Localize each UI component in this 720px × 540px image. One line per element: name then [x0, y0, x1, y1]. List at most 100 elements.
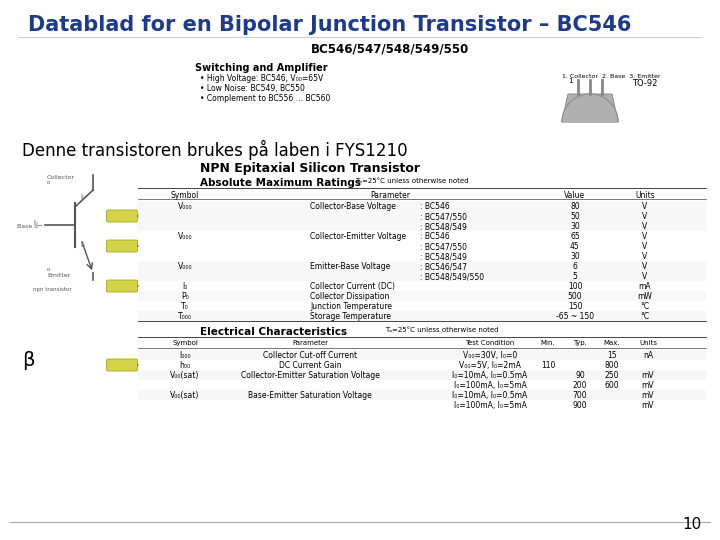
Text: Test Condition: Test Condition — [465, 340, 515, 346]
Bar — [138, 261, 706, 281]
Bar — [138, 281, 706, 291]
Text: Collector: Collector — [47, 175, 75, 180]
Bar — [138, 380, 706, 390]
Text: Symbol: Symbol — [172, 340, 198, 346]
Text: Parameter: Parameter — [370, 191, 410, 200]
Text: • Low Noise: BC549, BC550: • Low Noise: BC549, BC550 — [200, 84, 305, 93]
Text: V: V — [642, 262, 647, 271]
Text: Collector Cut-off Current: Collector Cut-off Current — [263, 351, 357, 360]
Text: nA: nA — [643, 351, 653, 360]
Text: I₀=100mA, I₀=5mA: I₀=100mA, I₀=5mA — [454, 381, 526, 390]
Text: V₀₀₀: V₀₀₀ — [178, 262, 192, 271]
Text: Collector-Emitter Voltage: Collector-Emitter Voltage — [310, 232, 406, 241]
Text: I₀: I₀ — [80, 194, 85, 200]
Text: 100: 100 — [568, 282, 582, 291]
Text: mV: mV — [642, 381, 654, 390]
Text: 250: 250 — [605, 371, 619, 380]
FancyBboxPatch shape — [107, 359, 138, 371]
Text: I₀=100mA, I₀=5mA: I₀=100mA, I₀=5mA — [454, 401, 526, 410]
Text: I₀: I₀ — [33, 220, 37, 226]
FancyBboxPatch shape — [107, 210, 138, 222]
Text: 65: 65 — [570, 232, 580, 241]
Text: 500: 500 — [567, 292, 582, 301]
Text: V₀₀₀: V₀₀₀ — [178, 202, 192, 211]
Text: -65 ~ 150: -65 ~ 150 — [556, 312, 594, 321]
Text: Electrical Characteristics: Electrical Characteristics — [200, 327, 347, 337]
Text: NPN Epitaxial Silicon Transistor: NPN Epitaxial Silicon Transistor — [200, 162, 420, 175]
Text: 15: 15 — [607, 351, 617, 360]
Text: 30: 30 — [570, 252, 580, 261]
Text: mV: mV — [642, 401, 654, 410]
Text: 200: 200 — [572, 381, 588, 390]
Text: T₀: T₀ — [181, 302, 189, 311]
Text: Emitter: Emitter — [47, 273, 71, 278]
Text: T₀₀₀: T₀₀₀ — [178, 312, 192, 321]
Text: Max.: Max. — [603, 340, 621, 346]
Text: 90: 90 — [575, 371, 585, 380]
Text: 150: 150 — [568, 302, 582, 311]
Text: 50: 50 — [570, 212, 580, 221]
Text: V: V — [642, 252, 647, 261]
Text: I₀=10mA, I₀=0.5mA: I₀=10mA, I₀=0.5mA — [452, 371, 528, 380]
Text: Units: Units — [639, 340, 657, 346]
Text: β: β — [22, 352, 35, 370]
Text: : BC548/549/550: : BC548/549/550 — [420, 272, 484, 281]
Text: °C: °C — [640, 312, 649, 321]
Text: 6: 6 — [572, 262, 577, 271]
Text: I₀₀₀: I₀₀₀ — [179, 351, 191, 360]
Text: V₀₀₀: V₀₀₀ — [178, 232, 192, 241]
Text: BC546/547/548/549/550: BC546/547/548/549/550 — [311, 43, 469, 56]
Text: mW: mW — [638, 292, 652, 301]
Text: Parameter: Parameter — [292, 340, 328, 346]
Text: : BC548/549: : BC548/549 — [420, 252, 467, 261]
Polygon shape — [562, 94, 618, 122]
Text: : BC546: : BC546 — [420, 232, 450, 241]
Bar — [138, 201, 706, 231]
Text: o: o — [47, 180, 50, 185]
Text: I₀=10mA, I₀=0.5mA: I₀=10mA, I₀=0.5mA — [452, 391, 528, 400]
Text: Denne transistoren brukes på laben i FYS1210: Denne transistoren brukes på laben i FYS… — [22, 140, 408, 160]
Text: 30: 30 — [570, 222, 580, 231]
Text: Collector-Base Voltage: Collector-Base Voltage — [310, 202, 396, 211]
Text: V₀₀=5V, I₀=2mA: V₀₀=5V, I₀=2mA — [459, 361, 521, 370]
Text: Storage Temperature: Storage Temperature — [310, 312, 391, 321]
Text: npn transistor: npn transistor — [33, 287, 71, 292]
Text: V: V — [642, 222, 647, 231]
Text: Base-Emitter Saturation Voltage: Base-Emitter Saturation Voltage — [248, 391, 372, 400]
Text: : BC547/550: : BC547/550 — [420, 212, 467, 221]
Bar — [138, 231, 706, 261]
Text: Absolute Maximum Ratings: Absolute Maximum Ratings — [200, 178, 361, 188]
Text: Symbol: Symbol — [171, 191, 199, 200]
Text: 80: 80 — [570, 202, 580, 211]
Polygon shape — [562, 94, 618, 122]
Text: o: o — [47, 267, 50, 272]
Text: °C: °C — [640, 302, 649, 311]
Text: mV: mV — [642, 391, 654, 400]
Text: 10: 10 — [683, 517, 702, 532]
Text: 110: 110 — [541, 361, 555, 370]
Text: 600: 600 — [605, 381, 619, 390]
Text: Emitter-Base Voltage: Emitter-Base Voltage — [310, 262, 390, 271]
Text: 700: 700 — [572, 391, 588, 400]
Text: V: V — [642, 242, 647, 251]
Bar — [138, 400, 706, 410]
Text: 1. Collector  2. Base  3. Emitter: 1. Collector 2. Base 3. Emitter — [562, 74, 660, 79]
Bar — [138, 311, 706, 321]
Text: : BC548/549: : BC548/549 — [420, 222, 467, 231]
FancyBboxPatch shape — [107, 280, 138, 292]
Text: h₀₀: h₀₀ — [179, 361, 191, 370]
Text: V₀₀=30V, I₀=0: V₀₀=30V, I₀=0 — [463, 351, 517, 360]
Text: Junction Temperature: Junction Temperature — [310, 302, 392, 311]
Text: Base o─: Base o─ — [17, 225, 42, 230]
Bar — [138, 350, 706, 360]
Text: • High Voltage: BC546, V₀₀=65V: • High Voltage: BC546, V₀₀=65V — [200, 74, 323, 83]
Text: 900: 900 — [572, 401, 588, 410]
Text: I₀: I₀ — [80, 242, 85, 248]
Text: V: V — [642, 202, 647, 211]
Text: 800: 800 — [605, 361, 619, 370]
Text: Tₐ=25°C unless otherwise noted: Tₐ=25°C unless otherwise noted — [355, 178, 469, 184]
Text: V₀₀(sat): V₀₀(sat) — [171, 391, 199, 400]
Text: Datablad for en Bipolar Junction Transistor – BC546: Datablad for en Bipolar Junction Transis… — [28, 15, 631, 35]
Text: Value: Value — [564, 191, 585, 200]
Text: Units: Units — [635, 191, 655, 200]
